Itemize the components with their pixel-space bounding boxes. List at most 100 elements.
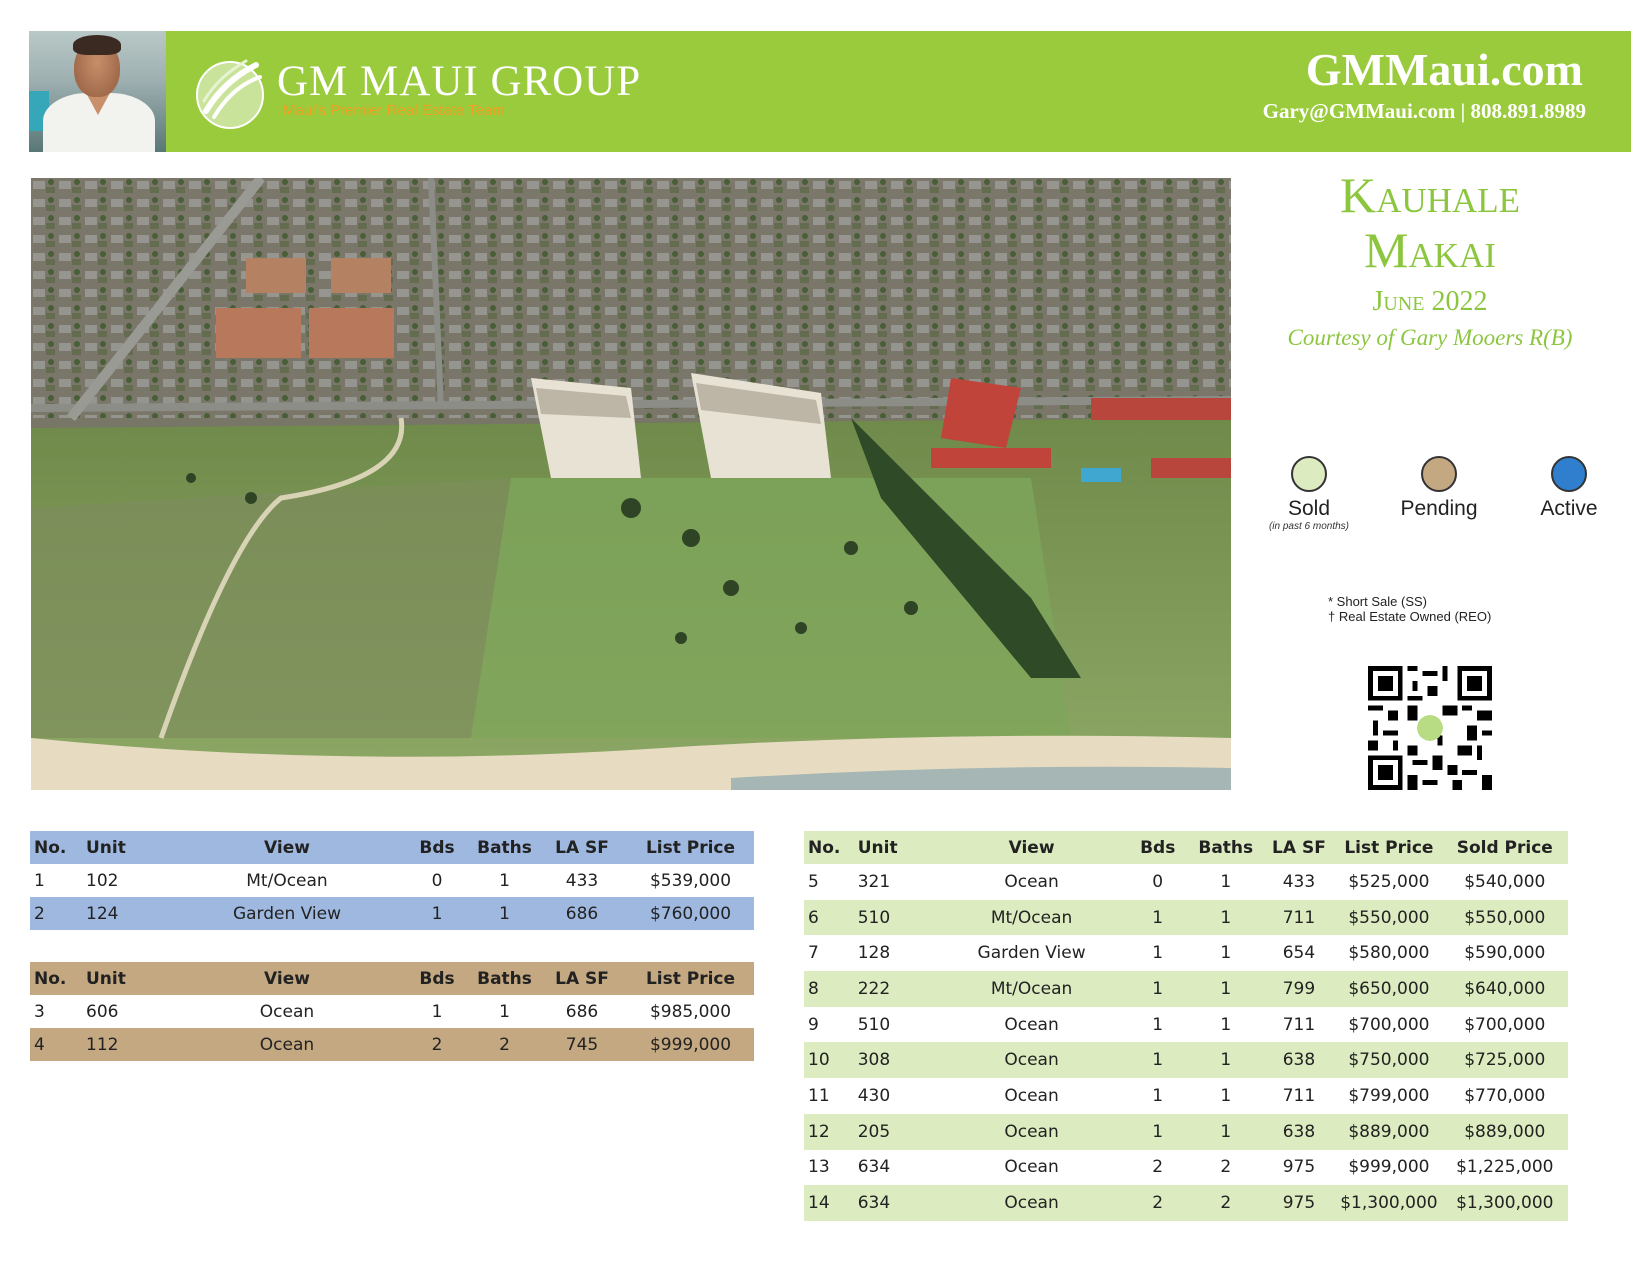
cell-list-price: $799,000 — [1348, 1085, 1430, 1106]
cell-list-price: $550,000 — [1348, 907, 1430, 928]
property-title-line2: Makai — [1364, 222, 1496, 278]
brand-logo-icon — [196, 59, 264, 129]
cell-view: Ocean — [1004, 1121, 1059, 1142]
col-no: No. — [34, 968, 67, 989]
cell-list-price: $750,000 — [1348, 1050, 1430, 1071]
col-sold-price: Sold Price — [1456, 837, 1553, 858]
col-view: View — [264, 968, 310, 989]
cell-unit: 308 — [857, 1050, 891, 1071]
cell-unit: 205 — [857, 1121, 891, 1142]
active-listings-table: No. Unit View Bds Baths LA SF List Price… — [30, 831, 754, 930]
table-row: 13 634 Ocean 2 2 975 $999,000 $1,225,000 — [804, 1150, 1568, 1186]
cell-sold-price: $640,000 — [1464, 978, 1546, 999]
cell-list-price: $889,000 — [1348, 1121, 1430, 1142]
legend-active-dot — [1551, 456, 1587, 492]
cell-baths: 1 — [1220, 907, 1232, 928]
cell-lasf: 433 — [565, 870, 599, 891]
cell-lasf: 745 — [565, 1034, 599, 1055]
cell-baths: 2 — [499, 1034, 510, 1055]
table-header-row: No. Unit View Bds Baths LA SF List Price — [30, 831, 754, 864]
cell-unit: 124 — [86, 903, 119, 924]
cell-unit: 510 — [857, 907, 891, 928]
col-unit: Unit — [857, 837, 898, 858]
cell-baths: 1 — [1220, 871, 1232, 892]
cell-sold-price: $725,000 — [1464, 1050, 1546, 1071]
col-view: View — [1008, 837, 1055, 858]
cell-baths: 2 — [1220, 1193, 1232, 1214]
cell-view: Ocean — [259, 1034, 315, 1055]
cell-no: 13 — [808, 1157, 830, 1178]
cell-no: 9 — [808, 1014, 819, 1035]
legend-pending-label: Pending — [1400, 497, 1478, 520]
col-list-price: List Price — [645, 968, 736, 989]
cell-baths: 1 — [1220, 1085, 1232, 1106]
table-row: 9 510 Ocean 1 1 711 $700,000 $700,000 — [804, 1007, 1568, 1043]
cell-no: 7 — [808, 943, 819, 964]
cell-unit: 510 — [857, 1014, 891, 1035]
website-link[interactable]: GMMaui.com — [1305, 44, 1583, 95]
cell-unit: 606 — [86, 1001, 119, 1022]
cell-lasf: 799 — [1282, 978, 1316, 999]
cell-baths: 1 — [499, 1001, 510, 1022]
courtesy-line: Courtesy of Gary Mooers R(B) — [1287, 325, 1573, 350]
cell-list-price: $580,000 — [1348, 943, 1430, 964]
cell-unit: 128 — [857, 943, 891, 964]
cell-bds: 2 — [1152, 1193, 1164, 1214]
pending-listings-table: No. Unit View Bds Baths LA SF List Price… — [30, 962, 754, 1061]
cell-view: Ocean — [259, 1001, 315, 1022]
property-title: Kauhale Makai — [1250, 168, 1610, 278]
cell-sold-price: $1,225,000 — [1456, 1157, 1554, 1178]
qr-code-icon[interactable] — [1368, 666, 1492, 790]
col-bds: Bds — [1140, 837, 1176, 858]
table-row: 14 634 Ocean 2 2 975 $1,300,000 $1,300,000 — [804, 1185, 1568, 1221]
cell-bds: 1 — [1152, 1121, 1164, 1142]
cell-baths: 1 — [1220, 1121, 1232, 1142]
cell-no: 4 — [34, 1034, 45, 1055]
cell-no: 8 — [808, 978, 819, 999]
cell-no: 5 — [808, 871, 819, 892]
header-banner: GM MAUI GROUP Maui's Premier Real Estate… — [29, 31, 1631, 152]
cell-list-price: $650,000 — [1348, 978, 1430, 999]
table-row: 3 606 Ocean 1 1 686 $985,000 — [30, 995, 754, 1028]
cell-lasf: 638 — [1282, 1121, 1316, 1142]
cell-baths: 1 — [499, 903, 510, 924]
legend-sold-label: Sold — [1287, 497, 1331, 520]
cell-no: 6 — [808, 907, 819, 928]
table-row: 8 222 Mt/Ocean 1 1 799 $650,000 $640,000 — [804, 971, 1568, 1007]
cell-bds: 0 — [431, 870, 443, 891]
col-lasf: LA SF — [555, 968, 609, 989]
cell-bds: 1 — [1152, 1050, 1164, 1071]
col-bds: Bds — [419, 837, 455, 858]
col-unit: Unit — [86, 968, 126, 989]
col-no: No. — [808, 837, 841, 858]
brand-name: GM MAUI GROUP — [277, 58, 642, 105]
cell-no: 3 — [34, 1001, 45, 1022]
cell-baths: 1 — [1220, 1050, 1232, 1071]
legend-sold-sub: (in past 6 months) — [1268, 521, 1350, 532]
col-baths: Baths — [477, 968, 532, 989]
col-bds: Bds — [419, 968, 455, 989]
cell-lasf: 711 — [1282, 907, 1316, 928]
cell-list-price: $999,000 — [649, 1034, 732, 1055]
table-row: 11 430 Ocean 1 1 711 $799,000 $770,000 — [804, 1078, 1568, 1114]
table-row: 12 205 Ocean 1 1 638 $889,000 $889,000 — [804, 1113, 1568, 1150]
cell-bds: 1 — [1152, 978, 1164, 999]
report-month: June 2022 — [1372, 286, 1488, 317]
col-unit: Unit — [86, 837, 126, 858]
col-no: No. — [34, 837, 67, 858]
cell-no: 10 — [808, 1050, 830, 1071]
cell-unit: 430 — [857, 1085, 891, 1106]
cell-sold-price: $700,000 — [1464, 1014, 1546, 1035]
note-short-sale: * Short Sale (SS) — [1328, 594, 1427, 609]
cell-lasf: 654 — [1282, 943, 1316, 964]
col-lasf: LA SF — [1272, 837, 1326, 858]
table-row: 5 321 Ocean 0 1 433 $525,000 $540,000 — [804, 864, 1568, 900]
cell-bds: 1 — [1152, 1014, 1164, 1035]
cell-no: 14 — [808, 1193, 830, 1214]
footnotes: * Short Sale (SS) † Real Estate Owned (R… — [1328, 594, 1491, 624]
cell-sold-price: $590,000 — [1464, 943, 1546, 964]
contact-info[interactable]: Gary@GMMaui.com | 808.891.8989 — [1262, 99, 1586, 123]
cell-view: Mt/Ocean — [990, 907, 1073, 928]
cell-lasf: 975 — [1282, 1193, 1316, 1214]
cell-list-price: $999,000 — [1348, 1157, 1430, 1178]
